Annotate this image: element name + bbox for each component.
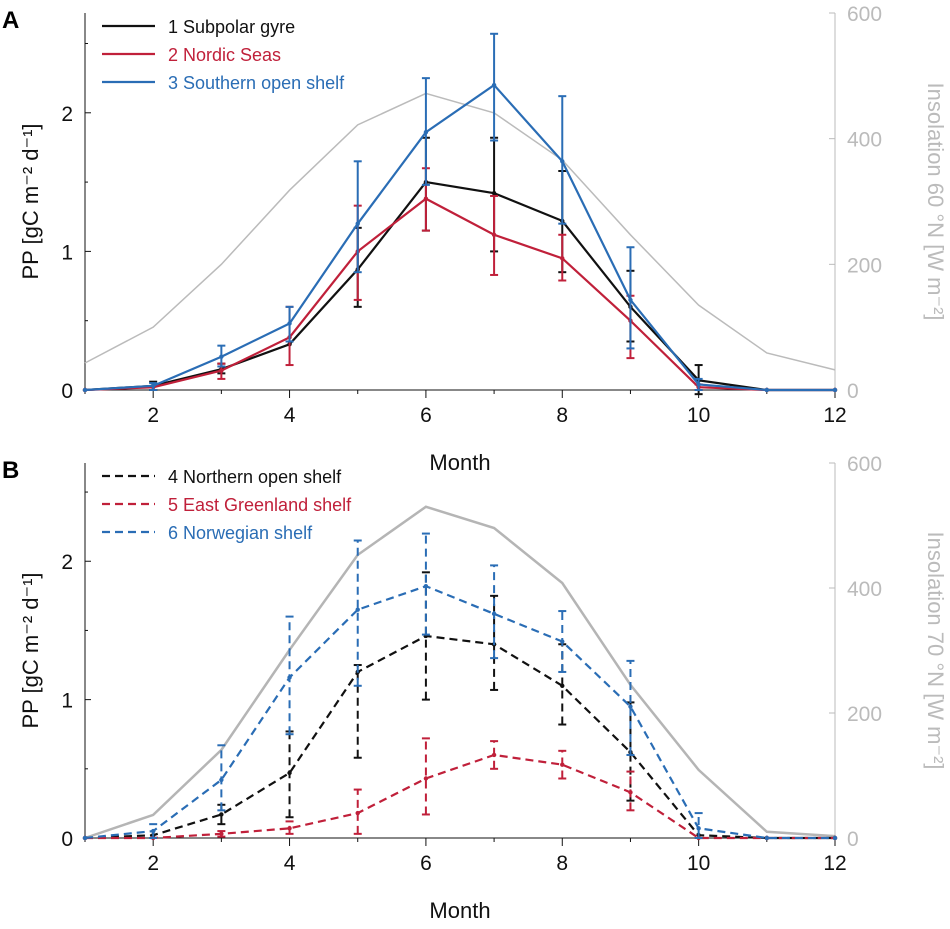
data-point	[832, 835, 838, 841]
data-point	[355, 810, 360, 816]
data-point	[423, 583, 429, 589]
data-point	[491, 752, 497, 758]
data-point	[219, 368, 224, 373]
data-point	[219, 831, 224, 837]
panel-label: B	[2, 457, 19, 484]
data-point	[491, 232, 497, 237]
series-line	[84, 180, 835, 392]
data-point	[628, 297, 633, 303]
data-point	[150, 828, 156, 834]
data-point	[287, 770, 292, 776]
legend-label: 6 Norwegian shelf	[168, 523, 313, 543]
series-2: 5 East Greenland shelf	[82, 495, 838, 841]
data-point	[287, 675, 292, 680]
y-tick-label: 1	[61, 241, 73, 264]
x-tick-label: 2	[147, 404, 159, 427]
data-point	[287, 826, 292, 831]
data-point	[423, 129, 429, 135]
y-axis-label: PP [gC m⁻² d⁻¹]	[18, 572, 43, 728]
series-2: 2 Nordic Seas	[82, 45, 838, 393]
x-tick-label: 4	[284, 404, 296, 427]
data-point	[355, 607, 360, 612]
y-right-axis-label: Insolation 60 °N [W m⁻²]	[923, 82, 948, 320]
y-tick-label: 2	[61, 551, 73, 574]
y-right-tick-label: 200	[847, 254, 882, 277]
data-point	[82, 387, 88, 393]
y-right-tick-label: 600	[847, 453, 882, 476]
x-tick-label: 12	[823, 404, 846, 427]
y-right-tick-label: 400	[847, 578, 882, 601]
data-point	[628, 704, 633, 709]
y-right-tick-label: 0	[847, 828, 859, 851]
y-right-tick-label: 600	[847, 3, 882, 26]
y-tick-label: 0	[61, 380, 73, 403]
x-axis-label: Month	[429, 450, 490, 475]
series-line	[84, 83, 835, 392]
data-point	[219, 777, 224, 783]
data-point	[560, 639, 565, 644]
x-tick-label: 8	[556, 852, 568, 875]
x-axis-label: Month	[429, 898, 490, 923]
y-tick-label: 1	[61, 690, 73, 713]
legend-label: 2 Nordic Seas	[168, 45, 281, 65]
data-point	[560, 762, 565, 767]
x-tick-label: 10	[687, 404, 710, 427]
data-point	[560, 683, 565, 688]
data-point	[764, 835, 770, 841]
data-point	[219, 354, 224, 359]
data-point	[491, 82, 497, 88]
x-tick-label: 8	[556, 404, 568, 427]
x-tick-label: 10	[687, 852, 710, 875]
data-point	[560, 256, 565, 261]
data-point	[491, 611, 497, 617]
series-3: 3 Southern open shelf	[82, 32, 838, 393]
data-point	[82, 835, 88, 841]
x-tick-label: 4	[284, 852, 296, 875]
series-line	[84, 634, 835, 840]
x-tick-label: 6	[420, 852, 432, 875]
data-point	[423, 776, 429, 781]
y-tick-label: 0	[61, 828, 73, 851]
y-right-axis-label: Insolation 70 °N [W m⁻²]	[923, 531, 948, 769]
data-point	[696, 826, 701, 831]
data-point	[219, 812, 224, 817]
x-tick-label: 12	[823, 852, 846, 875]
data-point	[560, 159, 565, 164]
y-axis-label: PP [gC m⁻² d⁻¹]	[18, 123, 43, 279]
x-tick-label: 2	[147, 852, 159, 875]
series-3: 6 Norwegian shelf	[82, 523, 838, 841]
data-point	[423, 196, 429, 201]
data-point	[287, 321, 292, 326]
data-point	[355, 221, 360, 226]
insolation-line	[84, 505, 836, 840]
legend-label: 3 Southern open shelf	[168, 73, 345, 93]
data-point	[491, 190, 497, 196]
data-point	[832, 387, 838, 393]
data-point	[764, 387, 770, 393]
data-point	[628, 790, 633, 795]
legend-label: 5 East Greenland shelf	[168, 495, 352, 515]
y-tick-label: 2	[61, 103, 73, 126]
series-line	[84, 584, 835, 840]
series-1: 4 Northern open shelf	[82, 467, 838, 841]
data-point	[696, 382, 701, 387]
data-point	[150, 383, 156, 389]
panel-label: A	[2, 7, 19, 34]
y-right-tick-label: 400	[847, 129, 882, 152]
legend-label: 4 Northern open shelf	[168, 467, 342, 487]
x-tick-label: 6	[420, 404, 432, 427]
y-right-tick-label: 200	[847, 703, 882, 726]
y-right-tick-label: 0	[847, 380, 859, 403]
legend-label: 1 Subpolar gyre	[168, 17, 295, 37]
series-line	[84, 197, 835, 392]
insolation-line	[84, 92, 836, 371]
